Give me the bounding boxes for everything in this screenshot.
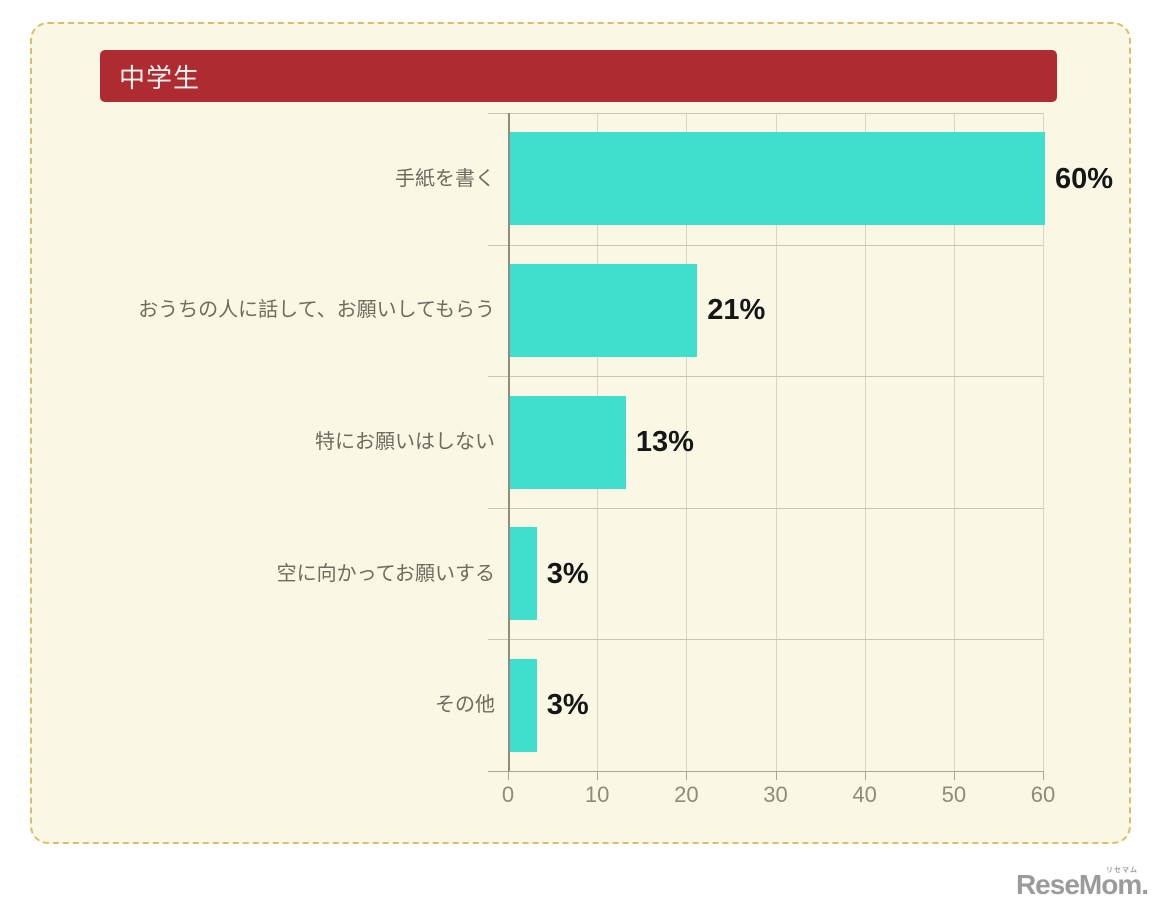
category-axis-labels: 手紙を書くおうちの人に話して、お願いしてもらう特にお願いはしない空に向かってお願… — [40, 113, 495, 771]
axis-tick-mark — [597, 771, 599, 780]
resemom-logo-ruby: リセマム — [1106, 867, 1138, 874]
row-boundary-line — [488, 376, 1043, 378]
axis-tick-mark — [953, 771, 955, 780]
row-boundary-line — [488, 507, 1043, 509]
axis-tick-mark — [1043, 771, 1044, 780]
chart-title-banner: 中学生 — [100, 50, 1057, 102]
axis-tick-mark — [775, 771, 777, 780]
category-label: おうちの人に話して、お願いしてもらう — [138, 299, 495, 322]
axis-tick-mark — [864, 771, 866, 780]
data-bar — [510, 132, 1045, 226]
data-bar — [510, 263, 698, 357]
value-axis-tick-labels: 0 10 20 30 40 50 60 — [502, 782, 1055, 814]
category-label: 空に向かってお願いする — [276, 562, 495, 585]
bar-chart-plot-area: 60% 21% 13% 3% 3% — [488, 113, 1113, 780]
row-boundary-line — [488, 639, 1043, 641]
data-bar — [510, 395, 626, 489]
category-label: 手紙を書く — [395, 167, 495, 190]
chart-title: 中学生 — [119, 62, 201, 93]
vertical-gridline — [953, 113, 955, 771]
x-axis-tick-label: 60 — [1030, 782, 1056, 807]
row-boundary-line — [488, 113, 1043, 114]
x-axis-tick-label: 10 — [584, 782, 610, 807]
y-axis-line — [508, 113, 510, 771]
data-bar — [510, 527, 537, 621]
vertical-gridline — [864, 113, 866, 771]
bar-value-label: 3% — [546, 689, 589, 722]
vertical-gridline — [1043, 113, 1044, 771]
category-label: その他 — [435, 694, 495, 717]
x-axis-tick-label: 0 — [501, 782, 515, 807]
x-axis-tick-label: 40 — [852, 782, 877, 807]
data-bar — [510, 658, 537, 752]
row-boundary-line — [488, 244, 1043, 246]
bar-value-label: 60% — [1055, 162, 1114, 195]
axis-tick-mark — [686, 771, 688, 780]
x-axis-tick-label: 30 — [763, 782, 788, 807]
vertical-gridline — [775, 113, 777, 771]
resemom-logo-text: ReseMom. — [1015, 869, 1149, 900]
category-label: 特にお願いはしない — [315, 431, 495, 453]
bar-value-label: 3% — [546, 557, 589, 590]
axis-tick-mark — [508, 771, 509, 780]
resemom-logo: リセマム ReseMom. — [998, 867, 1149, 913]
x-axis-line — [488, 771, 1043, 772]
x-axis-tick-label: 20 — [674, 782, 699, 807]
vertical-gridline — [686, 113, 688, 771]
bar-value-label: 13% — [635, 426, 694, 458]
bar-value-label: 21% — [707, 294, 766, 327]
x-axis-tick-label: 50 — [941, 782, 967, 807]
